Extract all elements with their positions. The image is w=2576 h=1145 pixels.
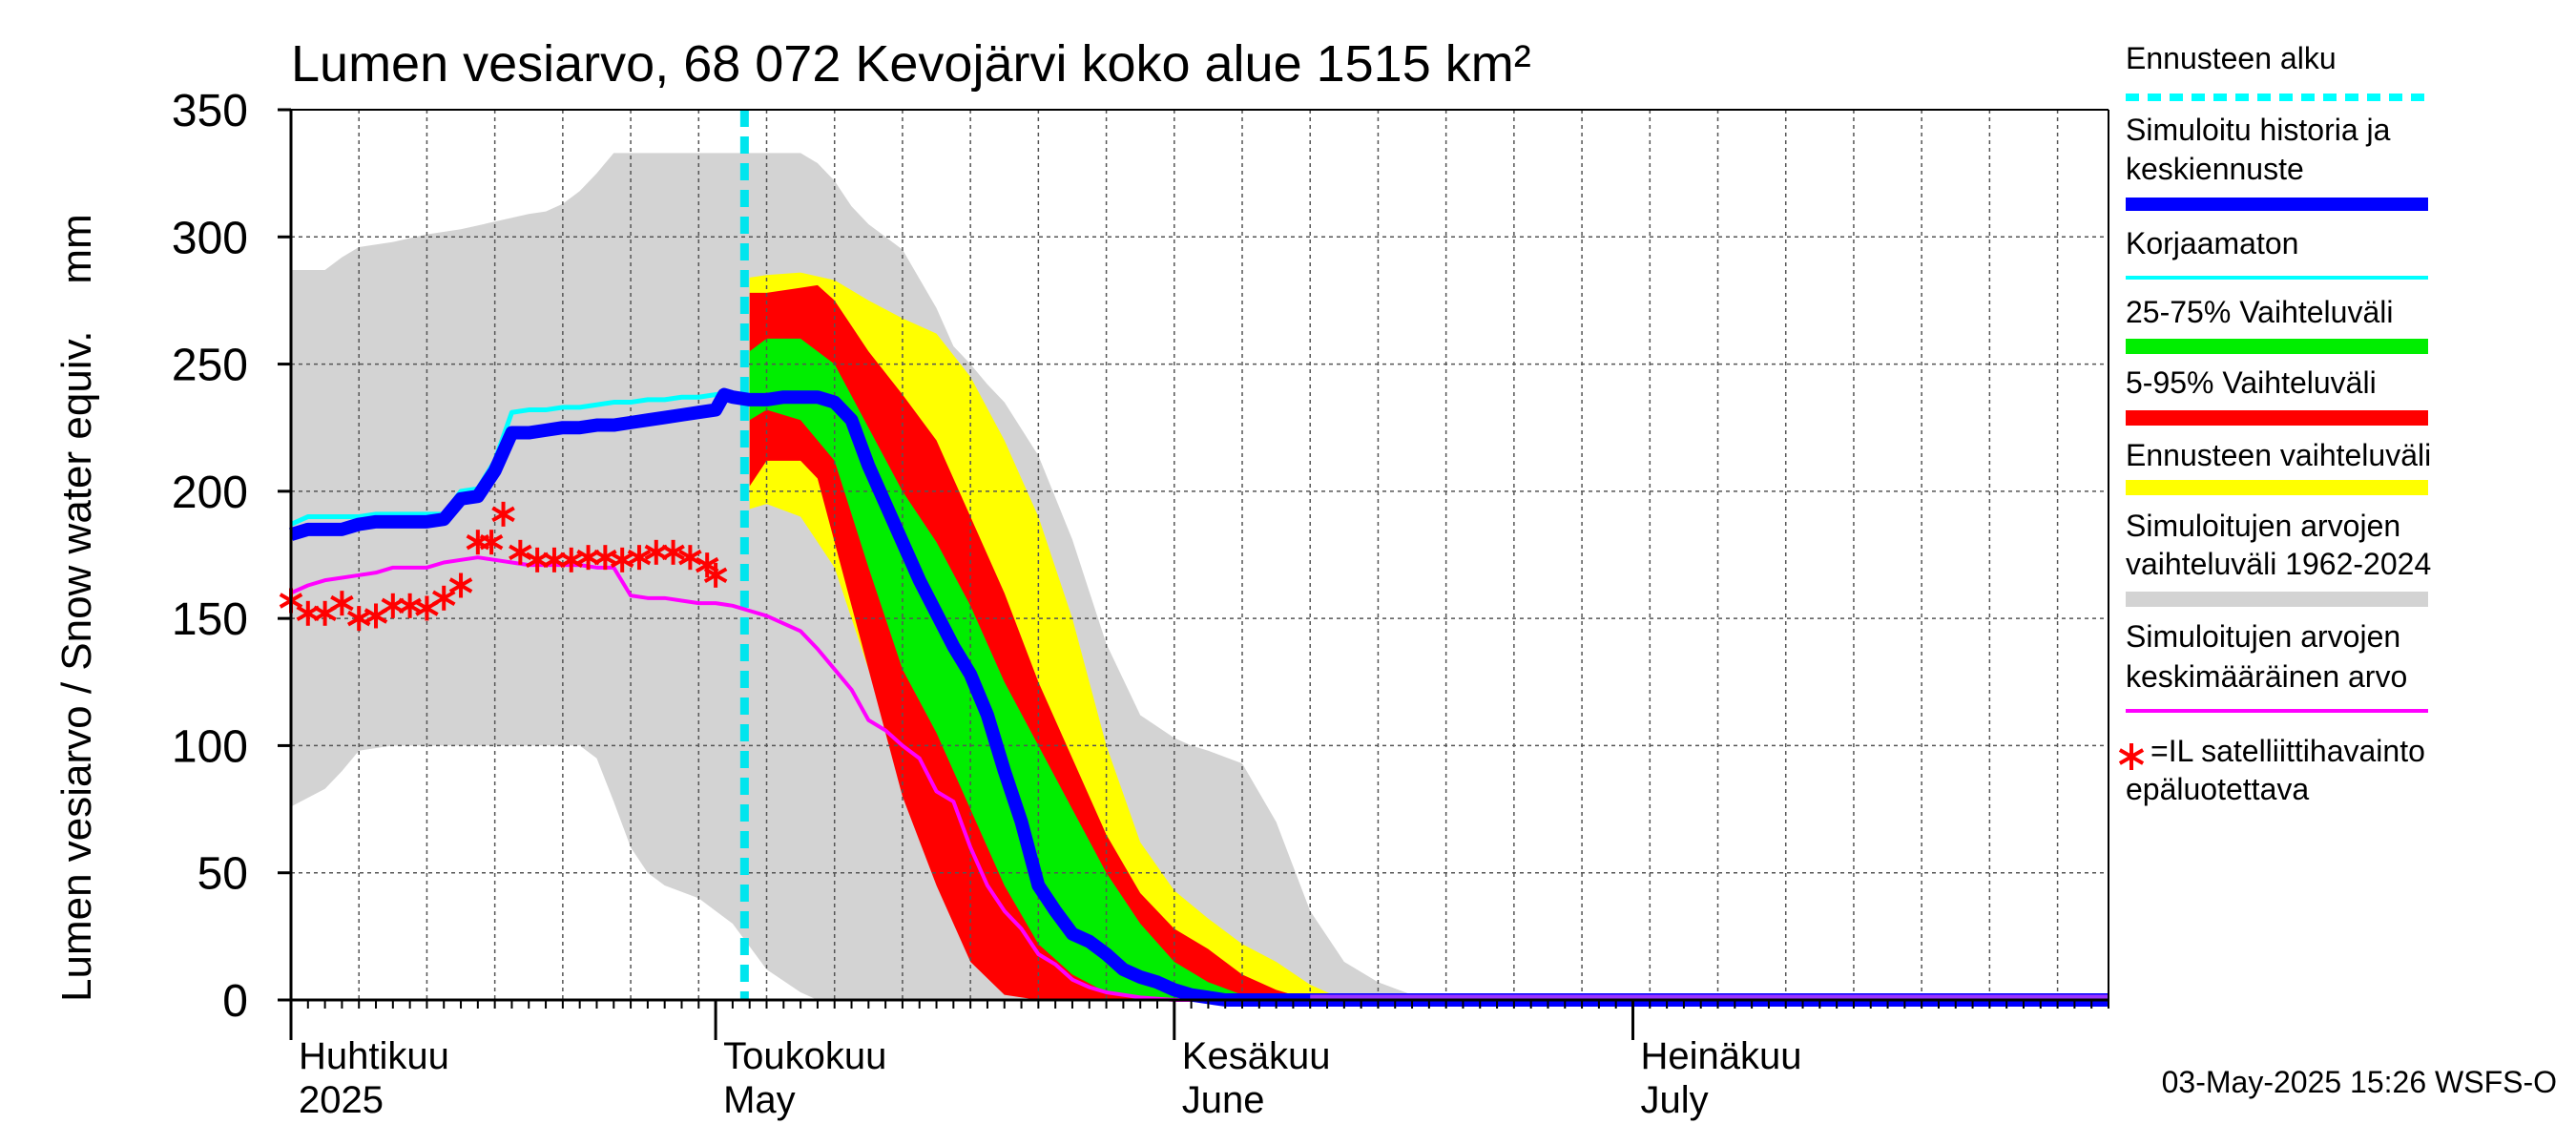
legend-label-8-1: epäluotettava: [2126, 772, 2309, 806]
month-label-fi-2: Kesäkuu: [1182, 1035, 1331, 1077]
y-tick-label-7: 350: [172, 86, 248, 136]
month-label-en-1: May: [723, 1079, 796, 1121]
y-tick-label-1: 50: [197, 849, 248, 900]
y-axis-label: Lumen vesiarvo / Snow water equiv. mm: [53, 214, 100, 1002]
grid-layer: [290, 109, 2109, 1000]
satellite-marker-13-stroke-2: [491, 506, 515, 523]
satellite-marker-21: [627, 545, 652, 571]
legend-label-0-0: Ennusteen alku: [2126, 41, 2337, 75]
satellite-marker-23: [661, 539, 685, 565]
y-tick-label-0: 0: [222, 976, 248, 1027]
satellite-marker-7-stroke-2: [398, 597, 422, 614]
satellite-marker-21-stroke-2: [627, 549, 652, 566]
y-tick-label-4: 200: [172, 468, 248, 518]
satellite-marker-8-stroke-2: [415, 600, 439, 616]
satellite-marker-13: [491, 501, 515, 527]
legend-label-4-0: 5-95% Vaihteluväli: [2126, 365, 2377, 400]
legend-label-6-0: Simuloitujen arvojen: [2126, 509, 2400, 543]
satellite-marker-23-stroke-2: [661, 544, 685, 561]
footer-timestamp: 03-May-2025 15:26 WSFS-O: [2162, 1065, 2557, 1099]
legend-symbol-8-stroke-2: [2118, 748, 2145, 765]
y-tick-label-2: 100: [172, 721, 248, 772]
satellite-marker-3-stroke-2: [330, 594, 354, 612]
line-layer: [279, 110, 2109, 1007]
month-label-fi-0: Huhtikuu: [299, 1035, 449, 1077]
legend-label-1-0: Simuloitu historia ja: [2126, 113, 2391, 147]
line-series-6: [288, 387, 2109, 1007]
legend: Ennusteen alku Simuloitu historia ja keski…: [2118, 41, 2431, 806]
chart-title: Lumen vesiarvo, 68 072 Kevojärvi koko al…: [291, 35, 1531, 93]
satellite-marker-5-stroke-2: [364, 608, 388, 624]
month-label-en-0: 2025: [299, 1079, 384, 1121]
band-series-2: [749, 284, 1311, 1000]
satellite-marker-9-stroke-2: [431, 590, 456, 607]
legend-symbol-8: [2118, 743, 2145, 770]
satellite-marker-19-stroke-2: [593, 549, 617, 566]
satellite-marker-10-stroke-2: [448, 577, 473, 593]
legend-label-3-0: 25-75% Vaihteluväli: [2126, 295, 2393, 329]
satellite-marker-26-stroke-2: [703, 567, 728, 584]
legend-label-2-0: Korjaamaton: [2126, 226, 2298, 260]
month-label-en-2: June: [1182, 1079, 1265, 1121]
satellite-marker-2-stroke-2: [313, 605, 337, 622]
legend-label-6-1: vaihteluväli 1962-2024: [2126, 547, 2431, 581]
satellite-marker-12: [479, 530, 504, 555]
y-tick-label-3: 150: [172, 594, 248, 645]
satellite-marker-9: [431, 585, 456, 611]
month-label-fi-3: Heinäkuu: [1640, 1035, 1801, 1077]
legend-label-1-1: keskiennuste: [2126, 152, 2304, 186]
month-label-fi-1: Toukokuu: [723, 1035, 886, 1077]
legend-label-7-1: keskimääräinen arvo: [2126, 659, 2407, 694]
legend-label-8-0: =IL satelliittihavainto: [2150, 734, 2425, 768]
month-label-en-3: July: [1640, 1079, 1708, 1121]
satellite-marker-10: [448, 572, 473, 598]
line-series-4: [290, 555, 2109, 1002]
satellite-marker-12-stroke-2: [479, 533, 504, 551]
y-tick-label-5: 250: [172, 341, 248, 391]
legend-label-7-0: Simuloitujen arvojen: [2126, 619, 2400, 654]
satellite-marker-26: [703, 562, 728, 588]
legend-label-5-0: Ennusteen vaihteluväli: [2126, 438, 2431, 472]
line-series-5: [289, 389, 734, 527]
y-tick-label-6: 300: [172, 213, 248, 263]
satellite-marker-3: [330, 591, 354, 616]
